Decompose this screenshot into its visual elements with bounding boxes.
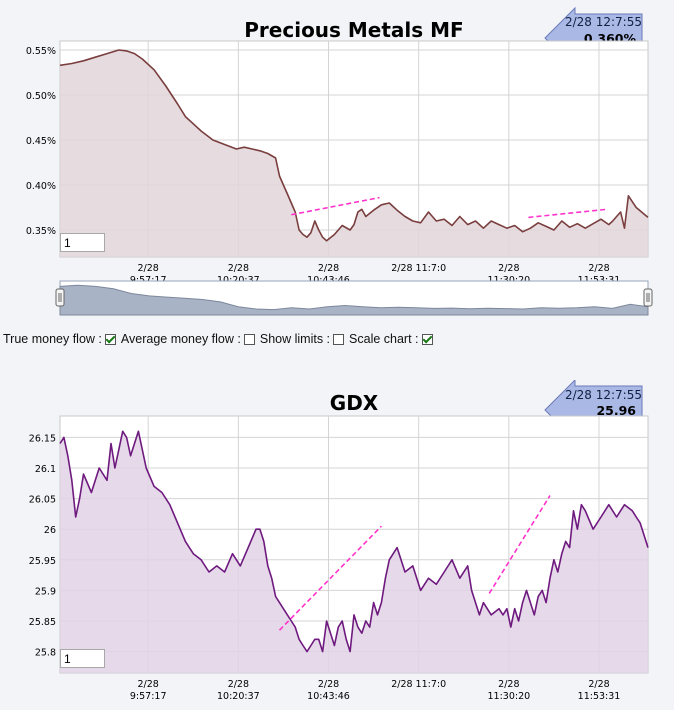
x-tick-label: 11:30:20 (488, 691, 531, 702)
x-tick-label: 2/28 (498, 263, 519, 274)
y-tick-label: 0.50% (26, 91, 56, 102)
badge-value: 25.96 (596, 403, 636, 418)
y-tick-label: 26 (44, 525, 56, 536)
y-tick-label: 26.1 (35, 464, 56, 475)
badge-time: 2/28 12:7:55 (565, 15, 642, 29)
badge-time: 2/28 12:7:55 (565, 388, 642, 402)
x-tick-label: 2/28 (228, 679, 249, 690)
trendline (278, 525, 383, 631)
trendline (488, 495, 551, 594)
chart-title: GDX (330, 391, 379, 415)
average-money-flow-label: Average money flow : (120, 332, 241, 346)
x-tick-label: 2/28 (228, 263, 249, 274)
zoom-input[interactable]: 1 (60, 649, 105, 668)
trendline (291, 196, 380, 216)
series-line (59, 49, 649, 242)
navigator-left-handle[interactable] (55, 288, 65, 307)
trendline (528, 208, 607, 219)
y-tick-label: 25.8 (35, 648, 56, 659)
navigator-right-handle[interactable] (643, 288, 653, 307)
y-tick-label: 25.9 (35, 586, 56, 597)
gdx-chart: GDX 2/28 12:7:55 25.96 25.8 25.85 25.9 25.9… (29, 380, 649, 702)
scale-chart-label: Scale chart : (349, 332, 419, 346)
x-tick-label: 2/28 (498, 679, 519, 690)
x-tick-label: 10:43:46 (307, 691, 350, 702)
x-tick-label: 2/28 (588, 263, 609, 274)
plot-area[interactable]: 0.35%0.40%0.45%0.50%0.55%2/289:57:172/28… (26, 40, 649, 286)
x-tick-label: 10:20:37 (217, 691, 260, 702)
y-tick-label: 25.95 (29, 556, 56, 567)
chart-title: Precious Metals MF (244, 18, 463, 42)
y-tick-label: 0.45% (26, 136, 56, 147)
chart-controls: True money flow : Average money flow : S… (3, 330, 438, 348)
x-tick-label: 2/28 (318, 263, 339, 274)
y-tick-label: 0.40% (26, 181, 56, 192)
x-tick-label: 9:57:17 (130, 691, 167, 702)
x-tick-label: 2/28 11:7:0 (391, 679, 446, 690)
x-tick-label: 2/28 11:7:0 (391, 263, 446, 274)
show-limits-label: Show limits : (259, 332, 331, 346)
x-tick-label: 2/28 (138, 263, 159, 274)
x-tick-label: 2/28 (588, 679, 609, 690)
x-tick-label: 2/28 (138, 679, 159, 690)
scale-chart-checkbox[interactable] (421, 333, 433, 345)
y-tick-label: 26.15 (29, 433, 56, 444)
y-tick-label: 26.05 (29, 495, 56, 506)
navigator[interactable] (55, 280, 653, 316)
zoom-input[interactable]: 1 (60, 233, 105, 252)
precious-metals-chart: Precious Metals MF 2/28 12:7:55 0.360% 0… (26, 6, 653, 316)
y-tick-label: 0.35% (26, 226, 56, 237)
true-money-flow-label: True money flow : (3, 332, 102, 346)
plot-area[interactable]: 25.825.8525.925.952626.0526.126.152/289:… (29, 415, 649, 702)
series-line (59, 430, 649, 653)
navigator-area (59, 284, 649, 316)
x-tick-label: 2/28 (318, 679, 339, 690)
y-tick-label: 0.55% (26, 46, 56, 57)
true-money-flow-checkbox[interactable] (104, 333, 116, 345)
x-tick-label: 11:53:31 (578, 691, 621, 702)
y-tick-label: 25.85 (29, 617, 56, 628)
series-area (60, 50, 648, 257)
average-money-flow-checkbox[interactable] (243, 333, 255, 345)
show-limits-checkbox[interactable] (333, 333, 345, 345)
